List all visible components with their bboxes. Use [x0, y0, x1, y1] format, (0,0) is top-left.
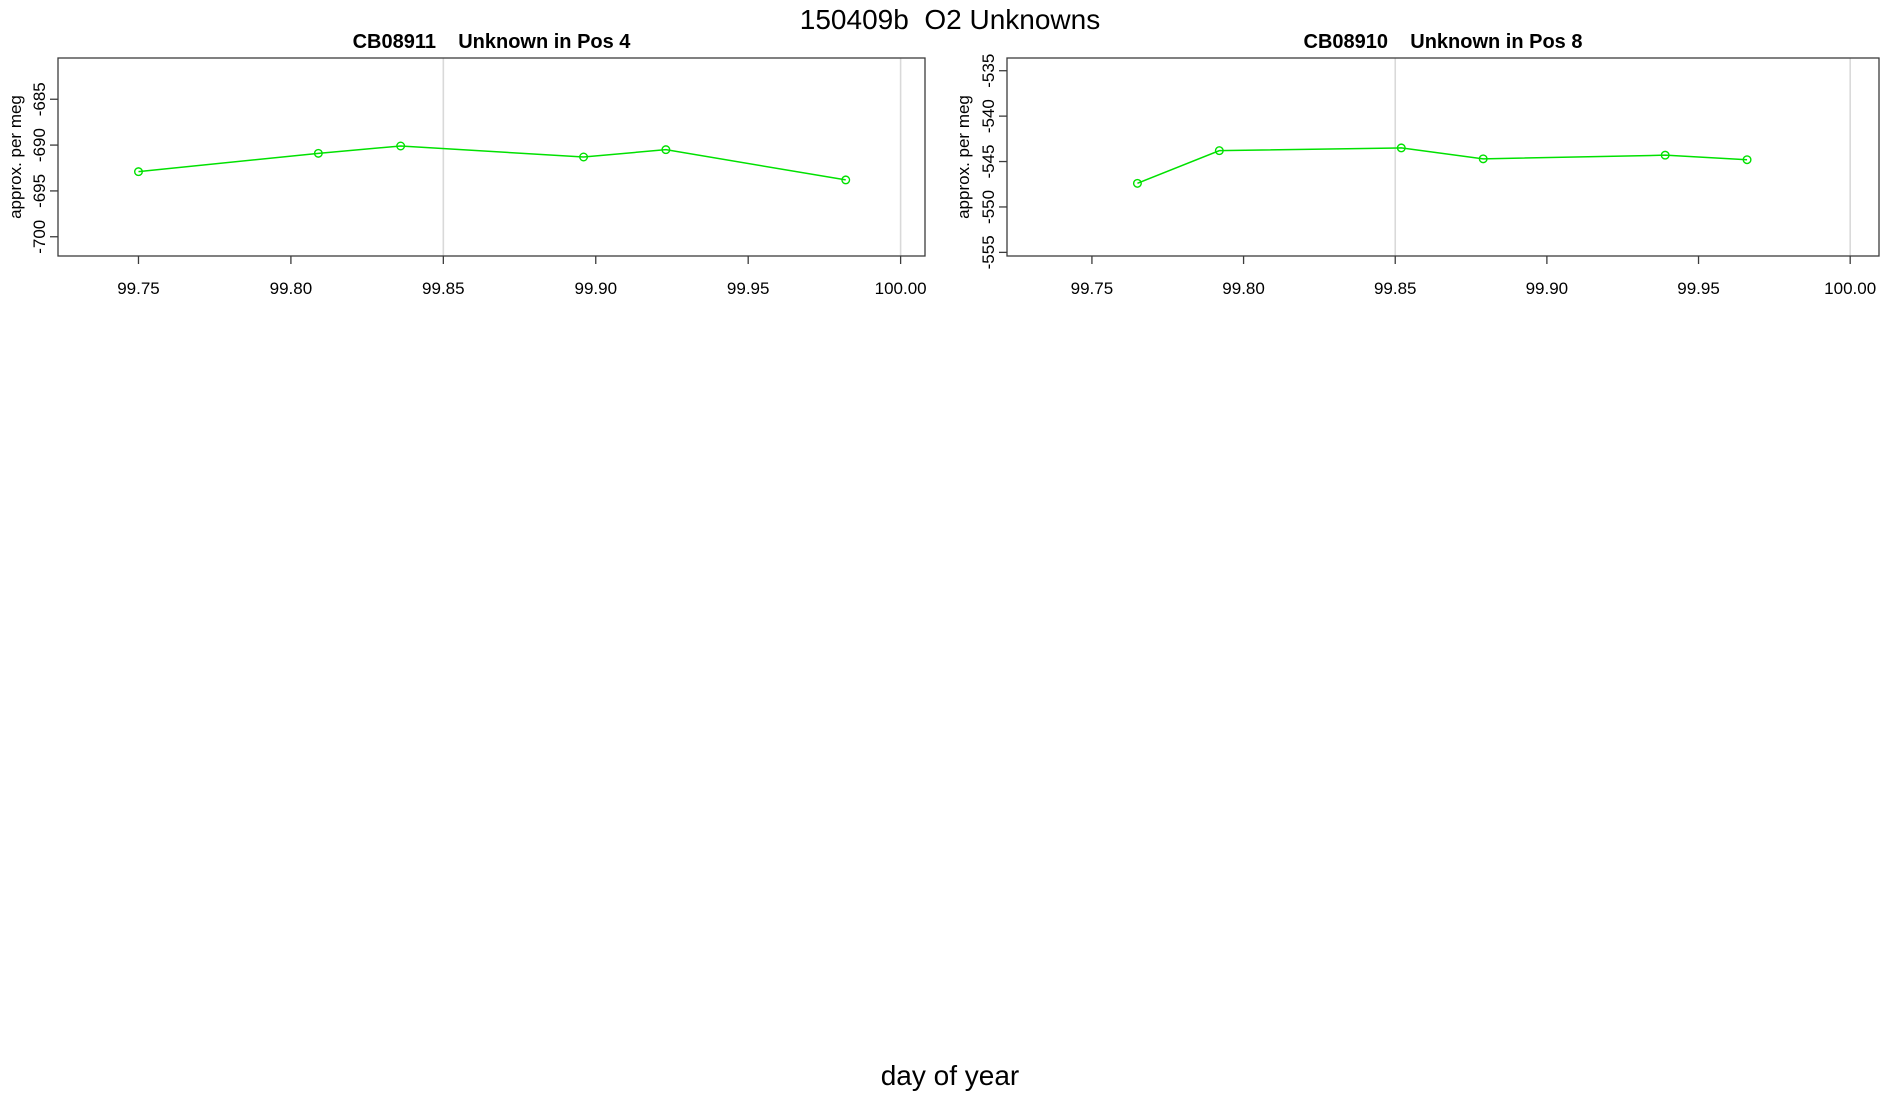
data-point-marker	[133, 167, 143, 177]
series-line	[138, 145, 846, 181]
data-point-marker	[1742, 155, 1752, 165]
data-point-marker	[579, 152, 589, 162]
data-point-marker	[1396, 143, 1406, 153]
y-tick-label: -550	[979, 190, 998, 224]
data-point-marker	[1214, 146, 1224, 156]
x-tick-label: 99.85	[1374, 279, 1417, 298]
figure-title: 150409b O2 Unknowns	[799, 4, 1101, 35]
x-tick-label: 99.80	[1222, 279, 1265, 298]
figure-x-axis-label: day of year	[880, 1060, 1020, 1091]
x-tick-label: 99.75	[1071, 279, 1114, 298]
x-tick-label: 99.90	[1526, 279, 1569, 298]
data-point-marker	[313, 148, 323, 158]
x-tick-label: 99.90	[574, 279, 617, 298]
y-tick-label: -690	[30, 128, 49, 162]
chart1: 99.75 99.80 99.85 99.90 99.95 100.00 -685 -690 -…	[30, 57, 927, 298]
x-tick-label: 100.00	[1824, 279, 1876, 298]
x-tick-label: 99.85	[422, 279, 465, 298]
x-tick-label: 99.75	[117, 279, 160, 298]
data-point-marker	[1478, 154, 1488, 164]
x-tick-label: 99.95	[1677, 279, 1720, 298]
data-point-marker	[661, 145, 671, 155]
data-point-marker	[841, 175, 851, 185]
chart2: 99.75 99.80 99.85 99.90 99.95 100.00 -535 -540 -…	[979, 54, 1880, 298]
series-line	[1137, 147, 1748, 185]
charts-plot-area: 99.75 99.80 99.85 99.90 99.95 100.00 -685 -690 -…	[30, 54, 1880, 298]
x-tick-label: 100.00	[875, 279, 927, 298]
data-point-marker	[1660, 150, 1670, 160]
plot-box	[1006, 57, 1880, 257]
x-tick-label: 99.95	[727, 279, 770, 298]
y-tick-label: -685	[30, 82, 49, 116]
y-tick-label: -545	[979, 145, 998, 179]
y-tick-label: -535	[979, 54, 998, 88]
x-tick-label: 99.80	[270, 279, 313, 298]
chart2-title: CB08910 Unknown in Pos 8	[1303, 31, 1583, 53]
plot-box	[57, 57, 926, 257]
data-point-marker	[396, 141, 406, 151]
y-tick-label: -695	[30, 174, 49, 208]
y-tick-label: -555	[979, 235, 998, 269]
data-point-marker	[1132, 178, 1142, 188]
y-tick-label: -700	[30, 220, 49, 254]
chart1-title: CB08911 Unknown in Pos 4	[352, 31, 631, 53]
y-tick-label: -540	[979, 99, 998, 133]
